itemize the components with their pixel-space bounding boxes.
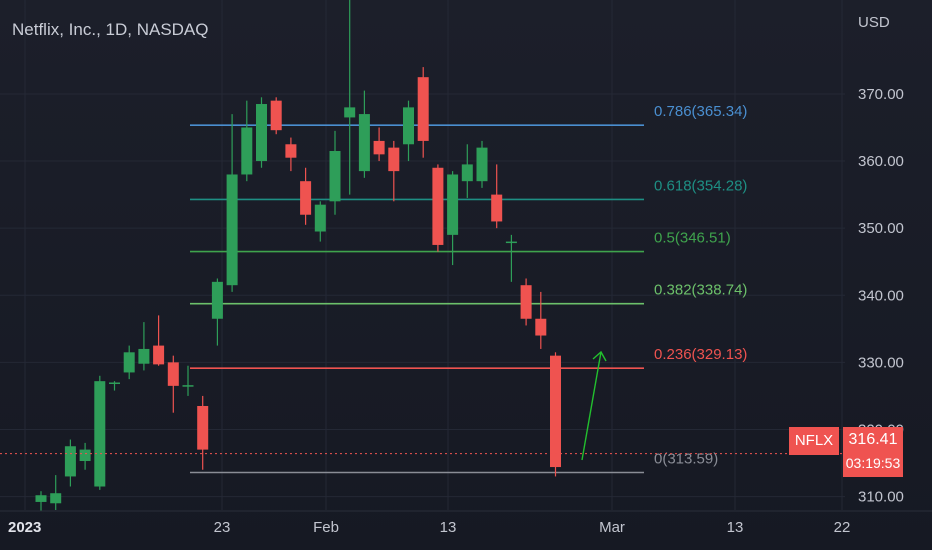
candle-body [79,449,91,462]
candle-body [314,204,326,232]
fib-level-label: 0.786(365.34) [654,103,747,120]
annotations [0,350,843,461]
candle-body [285,144,297,158]
candle-body [94,381,106,487]
price-tick-label: 350.00 [858,220,904,237]
candle-body [270,100,282,131]
candle-body [138,348,150,364]
candle-body [417,77,429,141]
price-tick-label: 360.00 [858,153,904,170]
candle-body [167,362,179,386]
candle-body [197,405,209,450]
time-tick-label: 23 [214,519,231,536]
candle-body [550,355,561,468]
candle-body [123,352,135,373]
fib-level-label: 0.236(329.13) [654,346,747,363]
time-tick-label: Feb [313,519,339,536]
chart-title: Netflix, Inc., 1D, NASDAQ [12,20,209,39]
fibonacci-retracement[interactable]: 0.786(365.34) 0.618(354.28) 0.5(346.51) 0.3… [190,103,747,474]
candle-body [256,104,267,162]
candle-body [491,194,503,222]
time-tick-label: Mar [599,519,625,536]
price-tick-label: 340.00 [858,287,904,304]
candle-body [403,107,414,145]
ticker-badge: NFLX [789,427,839,455]
candle-body [432,167,444,245]
candle-body [358,114,370,172]
candle-body [211,281,223,319]
candle-body [300,181,312,215]
candle-body [344,107,356,118]
time-tick-label: 13 [440,519,457,536]
time-axis[interactable]: 2023 23 Feb 13 Mar 13 22 [0,510,932,536]
candle-body [64,446,76,477]
price-tick-label: 370.00 [858,86,904,103]
candle-body [520,285,532,319]
candle-body [241,127,253,175]
candle-body [476,147,488,182]
candle-body [461,164,473,182]
candle-body [109,382,120,384]
candle-body [35,495,47,502]
time-tick-label: 13 [727,519,744,536]
fib-level-label: 0(313.59) [654,450,718,467]
candle-body [329,150,341,202]
candle-body [447,174,459,235]
candle-body [535,318,547,336]
price-tick-label: 330.00 [858,354,904,371]
fib-level-label: 0.382(338.74) [654,282,747,299]
target-arrow [581,351,602,461]
candle-body [182,385,194,387]
grid-lines [0,0,845,510]
last-price-badge: 316.41 03:19:53 [843,427,903,477]
fib-level-label: 0.618(354.28) [654,177,747,194]
candle-body [226,174,238,286]
bar-countdown: 03:19:53 [845,455,901,471]
target-arrowhead [592,350,607,362]
candle-body [153,345,165,365]
last-price-value: 316.41 [848,431,898,448]
candle-body [50,493,62,504]
candle-body [388,147,400,172]
candle-body [505,241,517,244]
candlestick-series [35,0,561,511]
fib-level-label: 0.5(346.51) [654,230,731,247]
time-tick-label: 2023 [8,519,41,536]
currency-label: USD [858,14,890,31]
time-tick-label: 22 [834,519,851,536]
price-tick-label: 310.00 [858,489,904,506]
candle-body [373,140,385,155]
